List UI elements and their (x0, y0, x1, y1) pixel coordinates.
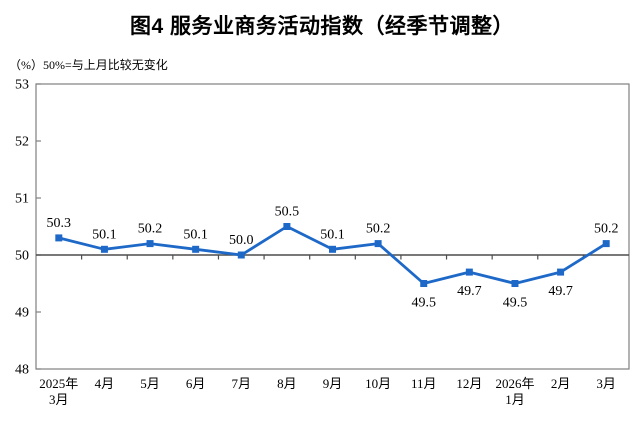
x-axis-label: 8月 (277, 376, 297, 391)
x-axis-label: 5月 (140, 376, 160, 391)
x-axis-label: 2025年 3月 (39, 376, 78, 407)
x-axis-label: 7月 (232, 376, 252, 391)
x-axis-label: 6月 (186, 376, 206, 391)
data-point-marker (602, 240, 610, 248)
data-point-label: 50.1 (92, 227, 117, 242)
data-point-label: 50.3 (47, 216, 72, 231)
data-point-marker (511, 280, 519, 287)
data-point-label: 49.5 (411, 296, 436, 311)
y-axis-label: 51 (15, 192, 29, 207)
x-axis-label: 12月 (456, 376, 482, 391)
data-point-label: 49.5 (503, 296, 528, 311)
plot-border (35, 83, 630, 370)
chart-title: 图4 服务业商务活动指数（经季节调整） (129, 15, 514, 38)
data-point-marker (329, 245, 336, 253)
data-point-marker (465, 268, 473, 276)
data-point-marker (146, 240, 154, 248)
data-point-marker (283, 223, 291, 230)
data-point-marker (237, 251, 245, 259)
data-point-label: 50.2 (594, 222, 619, 237)
y-axis-label: 50 (15, 249, 29, 264)
x-axis-label: 3月 (596, 376, 616, 391)
data-point-marker (420, 280, 428, 287)
data-point-label: 50.1 (183, 227, 208, 242)
axis-unit-note: （%）50%=与上月比较无变化 (9, 58, 168, 72)
x-axis-label: 11月 (411, 376, 437, 391)
data-point-label: 50.2 (366, 222, 391, 237)
data-point-label: 50.1 (320, 227, 345, 242)
x-axis-label: 4月 (95, 376, 115, 391)
data-point-label: 50.5 (275, 205, 300, 220)
y-axis-label: 53 (15, 78, 29, 93)
data-point-marker (192, 245, 200, 253)
data-point-label: 49.7 (457, 284, 482, 299)
x-axis-label: 2026年 1月 (495, 376, 534, 407)
data-point-label: 49.7 (548, 284, 573, 299)
x-axis-label: 10月 (365, 376, 391, 391)
x-axis-label: 9月 (323, 376, 343, 391)
data-point-marker (55, 234, 63, 242)
data-point-label: 50.2 (138, 222, 163, 237)
data-point-marker (557, 268, 565, 276)
data-point-marker (100, 245, 108, 253)
y-axis-label: 52 (15, 135, 29, 150)
data-point-marker (374, 240, 382, 248)
y-axis-label: 49 (15, 306, 29, 321)
y-axis-label: 48 (15, 363, 29, 378)
data-point-label: 50.0 (229, 233, 254, 248)
x-axis-label: 2月 (551, 376, 571, 391)
